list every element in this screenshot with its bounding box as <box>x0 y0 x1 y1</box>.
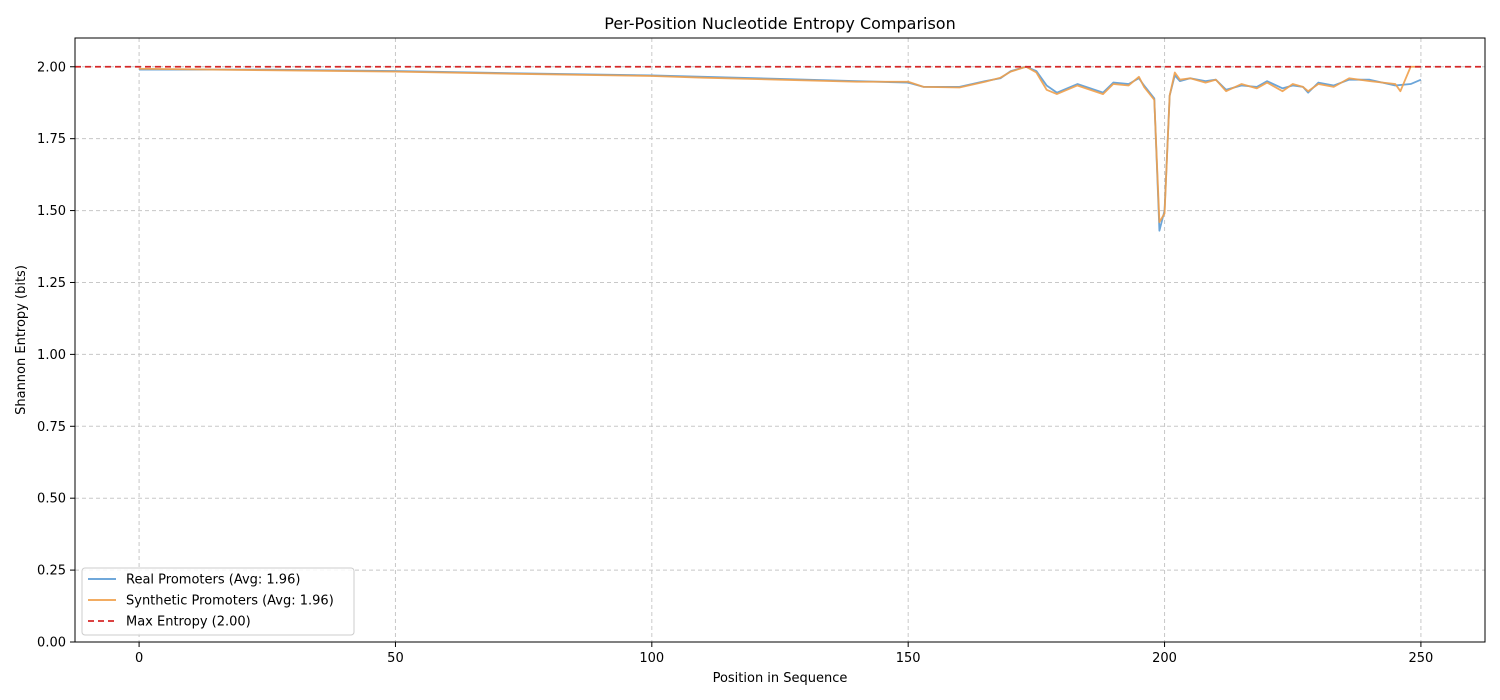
y-tick-label: 1.00 <box>37 348 66 363</box>
grid-lines <box>75 38 1485 643</box>
y-tick-label: 1.75 <box>37 132 66 147</box>
y-tick-label: 2.00 <box>37 60 66 75</box>
x-tick-label: 100 <box>639 651 664 666</box>
series-layer <box>75 65 1485 232</box>
y-tick-label: 1.25 <box>37 276 66 291</box>
x-tick-label: 150 <box>896 651 921 666</box>
x-tick-label: 250 <box>1408 651 1433 666</box>
legend-label-real-promoters-avg-1-96: Real Promoters (Avg: 1.96) <box>126 573 300 588</box>
series-line-synthetic-promoters-avg-1-96 <box>139 65 1421 223</box>
x-axis: 0 50 100 150 200 250 <box>135 642 1433 666</box>
legend-box <box>81 567 355 636</box>
x-tick-label: 0 <box>135 651 143 666</box>
x-axis-label: Position in Sequence <box>713 671 848 686</box>
y-axis: 0.00 0.25 0.50 0.75 1.00 1.25 1.50 1.75 2.00 <box>37 60 75 651</box>
y-tick-label: 0.25 <box>37 564 66 579</box>
x-tick-label: 200 <box>1152 651 1177 666</box>
series-line-real-promoters-avg-1-96 <box>139 65 1422 232</box>
y-tick-label: 1.50 <box>37 204 66 219</box>
plot-frame <box>74 37 1486 643</box>
y-tick-label: 0.00 <box>37 636 66 651</box>
y-axis-label: Shannon Entropy (bits) <box>14 265 29 415</box>
x-tick-label: 50 <box>387 651 404 666</box>
y-tick-label: 0.50 <box>37 492 66 507</box>
y-tick-label: 0.75 <box>37 420 66 435</box>
legend: Real Promoters (Avg: 1.96) Synthetic Prom… <box>81 567 355 636</box>
legend-label-max-entropy-2-00: Max Entropy (2.00) <box>126 615 251 630</box>
chart-title: Per-Position Nucleotide Entropy Comparis… <box>604 14 955 33</box>
legend-label-synthetic-promoters-avg-1-96: Synthetic Promoters (Avg: 1.96) <box>126 594 334 609</box>
